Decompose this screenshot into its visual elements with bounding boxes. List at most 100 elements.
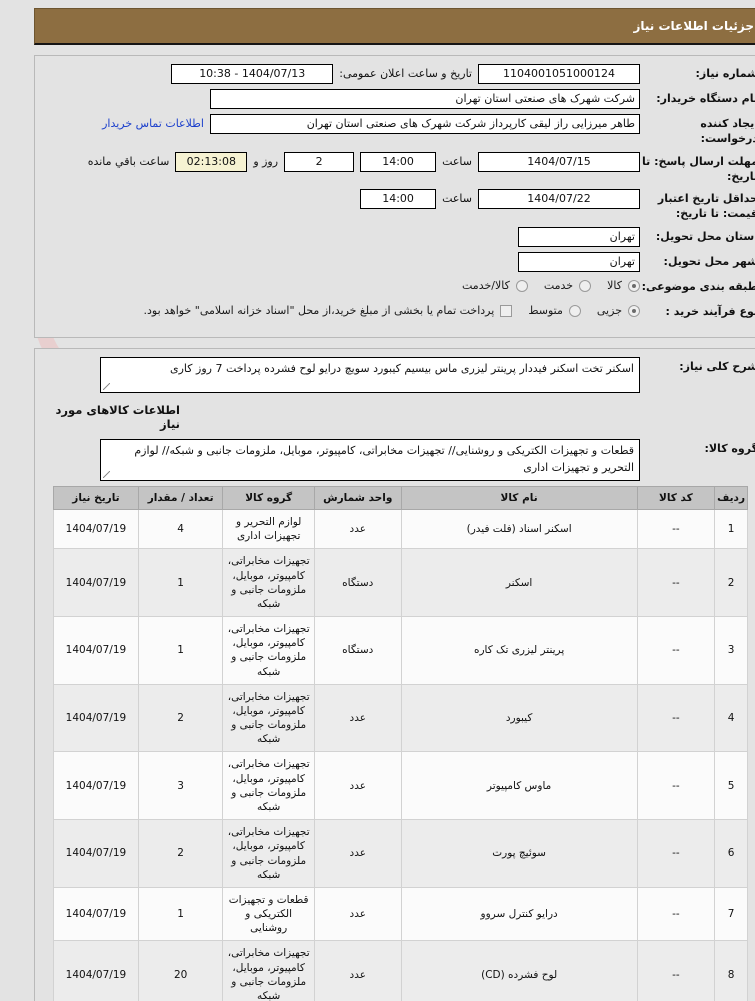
cell-radif: 1 <box>691 510 724 549</box>
row-need-number: شماره نیاز: 1104001051000124 تاریخ و ساع… <box>21 64 734 84</box>
cell-date: 1404/07/19 <box>30 617 115 685</box>
subject-class-label: طبقه بندی موضوعی: <box>616 277 734 295</box>
subject-option-kala-khedmat[interactable]: کالا/خدمت <box>428 277 504 292</box>
goods-section-heading: اطلاعات کالاهای مورد نیاز <box>21 403 734 431</box>
cell-radif: 6 <box>691 820 724 888</box>
col-group: گروه کالا <box>199 487 291 510</box>
cell-name: اسکنر <box>377 549 613 617</box>
subject-option-label-0: کالا <box>583 279 598 292</box>
cell-date: 1404/07/19 <box>30 549 115 617</box>
table-row: 7 -- درایو کنترل سروو عدد قطعات و تجهیزا… <box>30 887 724 941</box>
cell-date: 1404/07/19 <box>30 820 115 888</box>
treasury-checkbox-icon[interactable] <box>476 305 488 317</box>
buyer-org-label: نام دستگاه خریدار: <box>616 89 734 107</box>
radio-kala-icon[interactable] <box>604 280 616 292</box>
row-buyer-org: نام دستگاه خریدار: شرکت شهرک های صنعتی ا… <box>21 89 734 109</box>
cell-name: درایو کنترل سروو <box>377 887 613 941</box>
price-validity-time-field[interactable]: 14:00 <box>336 189 412 209</box>
col-qty: تعداد / مقدار <box>114 487 199 510</box>
process-type-label: نوع فرآیند خرید : <box>616 302 734 320</box>
remaining-days-field: 2 <box>260 152 330 172</box>
cell-radif: 4 <box>691 684 724 752</box>
cell-group: تجهیزات مخابراتی، کامپیوتر، موبایل، ملزو… <box>199 820 291 888</box>
table-row: 4 -- کیبورد عدد تجهیزات مخابراتی، کامپیو… <box>30 684 724 752</box>
price-validity-time-label: ساعت <box>418 189 448 205</box>
need-number-label: شماره نیاز: <box>616 64 734 82</box>
delivery-province-field[interactable]: تهران <box>494 227 616 247</box>
col-name: نام کالا <box>377 487 613 510</box>
page-title-bar: جزئیات اطلاعات نیاز <box>10 8 745 45</box>
radio-khedmat-icon[interactable] <box>555 280 567 292</box>
cell-name: پرینتر لیزری تک کاره <box>377 617 613 685</box>
cell-group: تجهیزات مخابراتی، کامپیوتر، موبایل، ملزو… <box>199 549 291 617</box>
col-radif: ردیف <box>691 487 724 510</box>
subject-option-label-1: خدمت <box>520 279 549 292</box>
cell-radif: 3 <box>691 617 724 685</box>
goods-table: ردیف کد کالا نام کالا واحد شمارش گروه کا… <box>29 486 724 1001</box>
remaining-days-label: روز و <box>229 152 254 168</box>
cell-group: تجهیزات مخابراتی، کامپیوتر، موبایل، ملزو… <box>199 752 291 820</box>
general-description-field[interactable]: اسکنر تخت اسکنر فیددار پرینتر لیزری ماس … <box>76 357 616 393</box>
subject-option-khedmat[interactable]: خدمت <box>510 277 567 292</box>
cell-group: لوازم التحریر و تجهیزات اداری <box>199 510 291 549</box>
cell-name: سوئیچ پورت <box>377 820 613 888</box>
countdown-timer: 02:13:08 <box>151 152 223 172</box>
response-deadline-date-field[interactable]: 1404/07/15 <box>454 152 616 172</box>
cell-group: قطعات و تجهیزات الکتریکی و روشنایی <box>199 887 291 941</box>
row-delivery-province: استان محل تحویل: تهران <box>21 227 734 247</box>
requester-field[interactable]: طاهر میرزایی راز لیقی کارپرداز شرکت شهرک… <box>186 114 616 134</box>
announce-datetime-field[interactable]: 1404/07/13 - 10:38 <box>147 64 309 84</box>
cell-name: کیبورد <box>377 684 613 752</box>
page-root: جزئیات اطلاعات نیاز شماره نیاز: 11040010… <box>0 8 755 1001</box>
cell-date: 1404/07/19 <box>30 941 115 1001</box>
process-option-motavaset[interactable]: متوسط <box>494 302 557 317</box>
delivery-city-field[interactable]: تهران <box>494 252 616 272</box>
radio-kala-khedmat-icon[interactable] <box>492 280 504 292</box>
cell-date: 1404/07/19 <box>30 752 115 820</box>
response-deadline-time-field[interactable]: 14:00 <box>336 152 412 172</box>
cell-qty: 2 <box>114 820 199 888</box>
cell-date: 1404/07/19 <box>30 887 115 941</box>
cell-qty: 2 <box>114 684 199 752</box>
row-response-deadline: مهلت ارسال پاسخ: تا تاریخ: 1404/07/15 سا… <box>21 152 734 185</box>
price-validity-date-field[interactable]: 1404/07/22 <box>454 189 616 209</box>
radio-jozei-icon[interactable] <box>604 305 616 317</box>
cell-code: -- <box>613 510 690 549</box>
need-number-field[interactable]: 1104001051000124 <box>454 64 616 84</box>
cell-unit: عدد <box>290 820 377 888</box>
cell-qty: 1 <box>114 617 199 685</box>
table-row: 1 -- اسکنر اسناد (فلت فیدر) عدد لوازم ال… <box>30 510 724 549</box>
process-option-jozei[interactable]: جزیی <box>563 302 616 317</box>
need-info-panel: شماره نیاز: 1104001051000124 تاریخ و ساع… <box>10 55 745 338</box>
subject-option-kala[interactable]: کالا <box>573 277 616 292</box>
goods-group-label: گروه کالا: <box>616 439 734 457</box>
process-option-label-1: متوسط <box>504 304 539 317</box>
cell-name: ماوس کامپیوتر <box>377 752 613 820</box>
table-row: 3 -- پرینتر لیزری تک کاره دستگاه تجهیزات… <box>30 617 724 685</box>
goods-table-body: 1 -- اسکنر اسناد (فلت فیدر) عدد لوازم ال… <box>30 510 724 1001</box>
treasury-bond-option[interactable]: پرداخت تمام یا بخشی از مبلغ خرید،از محل … <box>110 302 489 317</box>
process-option-label-0: جزیی <box>573 304 598 317</box>
buyer-contact-link[interactable]: اطلاعات تماس خریدار <box>78 114 180 130</box>
cell-code: -- <box>613 549 690 617</box>
goods-group-field[interactable]: قطعات و تجهیزات الکتریکی و روشنایی// تجه… <box>76 439 616 481</box>
cell-date: 1404/07/19 <box>30 684 115 752</box>
col-code: کد کالا <box>613 487 690 510</box>
cell-code: -- <box>613 887 690 941</box>
table-row: 5 -- ماوس کامپیوتر عدد تجهیزات مخابراتی،… <box>30 752 724 820</box>
cell-qty: 1 <box>114 887 199 941</box>
cell-qty: 1 <box>114 549 199 617</box>
cell-qty: 4 <box>114 510 199 549</box>
radio-motavaset-icon[interactable] <box>545 305 557 317</box>
row-requester: ایجاد کننده درخواست: طاهر میرزایی راز لی… <box>21 114 734 147</box>
subject-option-label-2: کالا/خدمت <box>438 279 486 292</box>
goods-table-header-row: ردیف کد کالا نام کالا واحد شمارش گروه کا… <box>30 487 724 510</box>
cell-radif: 7 <box>691 887 724 941</box>
cell-unit: عدد <box>290 684 377 752</box>
buyer-org-field[interactable]: شرکت شهرک های صنعتی استان تهران <box>186 89 616 109</box>
cell-code: -- <box>613 617 690 685</box>
row-delivery-city: شهر محل تحویل: تهران <box>21 252 734 272</box>
cell-radif: 8 <box>691 941 724 1001</box>
cell-radif: 5 <box>691 752 724 820</box>
col-unit: واحد شمارش <box>290 487 377 510</box>
